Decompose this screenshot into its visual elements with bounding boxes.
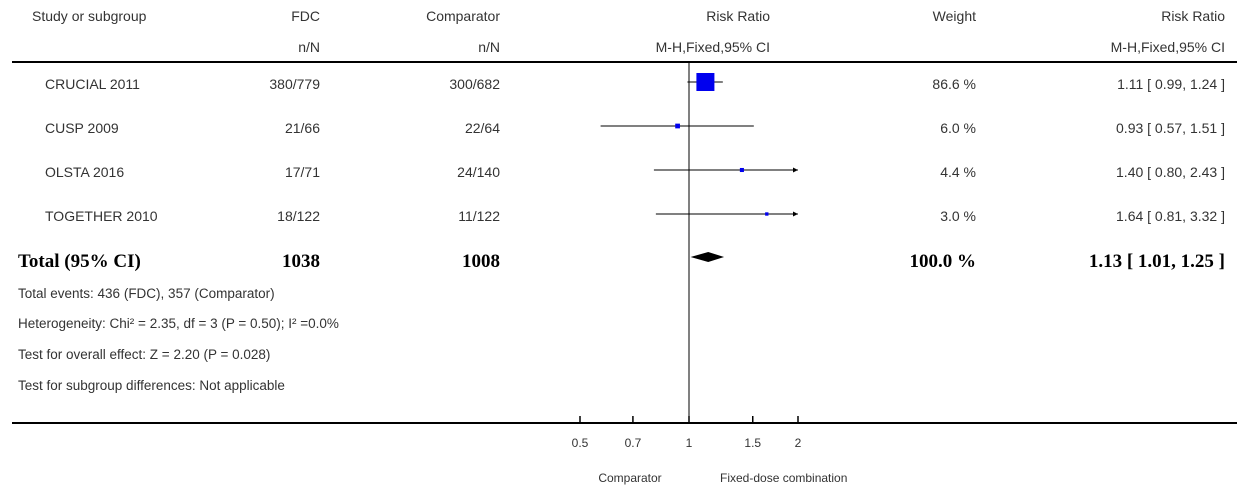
subheader-risk-ratio-values: M-H,Fixed,95% CI: [1110, 39, 1225, 55]
subheader-comparator: n/N: [478, 39, 500, 55]
total-label: Total (95% CI): [18, 251, 141, 272]
study-ci: 0.93 [ 0.57, 1.51 ]: [1116, 120, 1225, 136]
axis-label-fixed-dose: Fixed-dose combination: [720, 471, 848, 485]
study-name: CRUCIAL 2011: [45, 76, 140, 92]
study-name: TOGETHER 2010: [45, 208, 158, 224]
study-comparator: 22/64: [464, 120, 500, 136]
header-risk-ratio: Risk Ratio: [706, 8, 770, 24]
study-ci: 1.11 [ 0.99, 1.24 ]: [1117, 76, 1225, 92]
point-estimate: [739, 167, 744, 173]
study-weight: 6.0 %: [940, 120, 976, 136]
total-fdc: 1038: [282, 251, 320, 272]
header-weight: Weight: [932, 8, 976, 24]
point-estimate: [765, 212, 769, 216]
axis-tick-label: 0.5: [572, 436, 589, 450]
header-risk-ratio-values: Risk Ratio: [1161, 8, 1225, 24]
subheader-risk-ratio: M-H,Fixed,95% CI: [655, 39, 770, 55]
subgroup-differences-note: Test for subgroup differences: Not appli…: [18, 378, 285, 393]
study-weight: 4.4 %: [940, 164, 976, 180]
ci-arrow: [793, 211, 798, 217]
study-ci: 1.64 [ 0.81, 3.32 ]: [1116, 208, 1225, 224]
subheader-fdc: n/N: [298, 39, 320, 55]
total-ci: 1.13 [ 1.01, 1.25 ]: [1088, 251, 1225, 272]
study-comparator: 300/682: [449, 76, 500, 92]
axis-label-comparator: Comparator: [598, 471, 662, 485]
axis-tick-label: 0.7: [625, 436, 642, 450]
header-study: Study or subgroup: [32, 8, 147, 24]
total-weight: 100.0 %: [909, 251, 977, 272]
point-estimate: [696, 73, 715, 91]
header-comparator: Comparator: [426, 8, 500, 24]
overall-effect-note: Test for overall effect: Z = 2.20 (P = 0…: [18, 347, 271, 362]
axis-tick-label: 2: [795, 436, 802, 450]
study-fdc: 18/122: [277, 208, 320, 224]
study-weight: 86.6 %: [932, 76, 976, 92]
point-estimate: [675, 123, 680, 129]
study-fdc: 17/71: [284, 164, 320, 180]
header-fdc: FDC: [291, 8, 320, 24]
axis-tick-label: 1.5: [744, 436, 761, 450]
study-ci: 1.40 [ 0.80, 2.43 ]: [1116, 164, 1225, 180]
axis-tick-label: 1: [686, 436, 693, 450]
study-name: CUSP 2009: [45, 120, 119, 136]
study-comparator: 24/140: [457, 164, 500, 180]
study-name: OLSTA 2016: [45, 164, 125, 180]
study-comparator: 11/122: [458, 208, 500, 224]
total-events-note: Total events: 436 (FDC), 357 (Comparator…: [18, 286, 275, 301]
total-comparator: 1008: [462, 251, 500, 272]
study-fdc: 380/779: [269, 76, 320, 92]
study-weight: 3.0 %: [940, 208, 976, 224]
pooled-diamond: [690, 252, 725, 262]
study-fdc: 21/66: [284, 120, 320, 136]
ci-arrow: [793, 167, 798, 173]
heterogeneity-note: Heterogeneity: Chi² = 2.35, df = 3 (P = …: [18, 316, 339, 331]
